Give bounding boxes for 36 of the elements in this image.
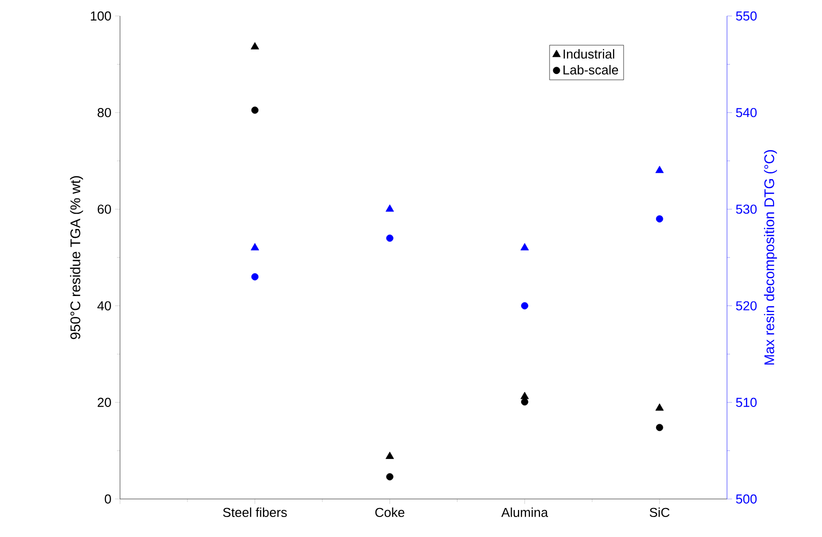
y2-tick-label: 540 [736, 108, 757, 118]
point [386, 204, 394, 212]
x-tick-label: SiC [650, 508, 670, 518]
y2-tick-label: 510 [736, 398, 757, 407]
point [521, 302, 528, 310]
point [520, 243, 529, 250]
y2-tick-label: 530 [736, 204, 757, 214]
y2-axis-title: Max resin decomposition DTG (°C) [764, 150, 777, 365]
legend-label: Industrial [564, 49, 614, 59]
y-tick-label: 40 [97, 301, 111, 310]
point [386, 473, 394, 480]
y-tick-label: 100 [90, 11, 111, 21]
y-tick-label: 0 [104, 494, 111, 504]
point [250, 42, 260, 50]
point [521, 398, 528, 406]
y2-tick-label: 500 [736, 494, 757, 504]
legend-label: Lab-scale [564, 65, 618, 75]
point [520, 392, 529, 400]
y2-tick-label: 550 [736, 11, 757, 21]
x-tick-label: Coke [375, 508, 404, 518]
point [656, 215, 664, 222]
point [656, 424, 664, 432]
point [386, 234, 394, 242]
y-tick-label: 80 [98, 108, 111, 118]
y2-tick-label: 520 [736, 301, 757, 310]
y-tick-label: 60 [98, 204, 111, 214]
point [655, 403, 664, 411]
y-tick-label: 20 [98, 398, 111, 407]
x-tick-label: Steel fibers [223, 508, 287, 518]
point [250, 243, 260, 250]
point [655, 166, 664, 174]
point [251, 273, 258, 280]
x-tick-label: Alumina [501, 508, 548, 518]
point [251, 106, 258, 114]
point [386, 452, 394, 459]
y-axis-title: 950°C residue TGA (% wt) [70, 176, 84, 340]
